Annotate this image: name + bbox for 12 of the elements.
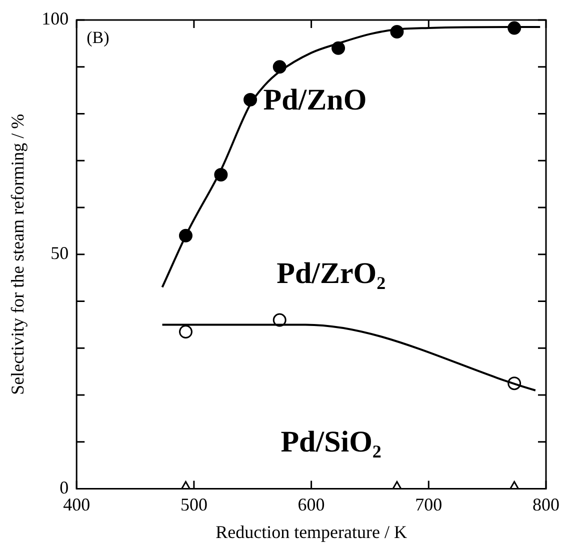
x-tick-label: 800: [532, 494, 560, 514]
series-label: Pd/SiO₂: [280, 426, 382, 459]
series-label: Pd/ZrO₂: [276, 256, 386, 290]
x-tick-label: 500: [180, 494, 208, 514]
x-axis-title: Reduction temperature / K: [216, 522, 408, 542]
y-tick-label: 100: [42, 8, 69, 29]
series-label: Pd/ZnO: [263, 83, 367, 116]
y-axis-title: Selectivity for the steam reforming / %: [8, 114, 28, 395]
y-tick-label: 50: [50, 243, 69, 264]
x-tick-label: 700: [415, 494, 442, 514]
annotation: (B): [86, 28, 110, 47]
x-tick-label: 600: [298, 494, 325, 514]
